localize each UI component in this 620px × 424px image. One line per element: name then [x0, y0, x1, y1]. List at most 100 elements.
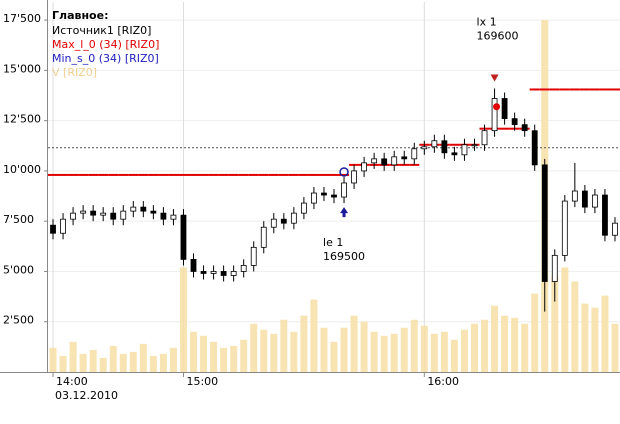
candle-body	[441, 140, 448, 154]
volume-bar	[430, 333, 438, 372]
candle-body	[491, 98, 498, 132]
candle-body	[270, 218, 277, 228]
volume-bar	[149, 355, 157, 372]
volume-bar	[531, 293, 539, 372]
volume-bar	[511, 317, 519, 372]
x-tick-label: 16:00	[427, 375, 459, 388]
candle-body	[511, 118, 518, 126]
volume-bar	[320, 327, 328, 372]
candle-body	[461, 144, 468, 156]
volume-bar	[370, 331, 378, 372]
candle-body	[541, 164, 548, 282]
candle-body	[471, 144, 478, 147]
candle-body	[170, 214, 177, 220]
volume-bar	[240, 339, 248, 372]
candle-body	[501, 98, 508, 120]
candle-body	[180, 214, 187, 260]
volume-bar	[230, 345, 238, 372]
volume-bar	[210, 341, 218, 372]
candle-body	[551, 254, 558, 282]
legend-entry: Min_s_0 (34) [RIZ0]	[52, 52, 159, 65]
candle-body	[110, 212, 117, 220]
candle-body	[50, 224, 56, 234]
volume-bar	[360, 321, 368, 372]
volume-bar	[89, 349, 97, 372]
volume-bar	[69, 341, 77, 372]
candle-body	[411, 148, 418, 160]
volume-bar	[270, 333, 278, 372]
candle-body	[140, 206, 147, 212]
candle-body	[581, 190, 588, 208]
volume-bar	[200, 335, 208, 372]
volume-bar	[450, 339, 458, 372]
candle-body	[421, 146, 428, 150]
exit-arrow	[490, 74, 499, 82]
candle-body	[210, 271, 217, 274]
y-tick-label: 17'500	[3, 12, 41, 25]
candle-body	[321, 192, 327, 196]
candle-body	[431, 140, 438, 148]
y-tick-label: 5'000	[3, 263, 34, 276]
volume-bar	[400, 327, 408, 372]
legend-entry: Max_l_0 (34) [RIZ0]	[52, 38, 159, 51]
volume-bar	[179, 267, 187, 372]
candle-body	[150, 210, 157, 214]
volume-bar	[330, 341, 338, 372]
candle-body	[220, 271, 227, 276]
candle-body	[60, 218, 66, 234]
volume-bar	[189, 331, 198, 372]
exit-marker	[493, 103, 501, 111]
volume-bar	[410, 319, 418, 372]
candle-body	[200, 271, 207, 274]
volume-bar	[420, 325, 428, 372]
y-tick-label: 10'000	[3, 163, 41, 176]
time-axis-panel	[0, 373, 620, 420]
candle-body	[521, 124, 528, 132]
volume-bar	[79, 353, 87, 372]
candle-body	[120, 210, 127, 220]
y-tick-label: 12'500	[3, 113, 41, 126]
volume-bar	[49, 347, 57, 372]
y-tick-label: 2'500	[3, 314, 34, 327]
entry-marker	[339, 167, 349, 177]
volume-bar	[220, 347, 228, 372]
candle-body	[371, 158, 378, 164]
candle-body	[100, 212, 107, 216]
x-tick-label: 15:00	[186, 375, 218, 388]
volume-bar	[109, 345, 117, 372]
volume-bar	[159, 353, 167, 372]
candle-body	[481, 130, 488, 146]
y-tick-label: 15'000	[3, 62, 41, 75]
volume-bar	[561, 267, 569, 372]
candle-body	[260, 226, 267, 248]
candle-body	[70, 212, 76, 220]
volume-bar	[250, 323, 258, 372]
volume-bar	[460, 329, 468, 372]
volume-bar	[260, 329, 268, 372]
volume-bar	[310, 299, 318, 372]
volume-bar	[551, 275, 559, 372]
date-label: 03.12.2010	[55, 389, 118, 402]
candle-body	[612, 222, 618, 236]
legend: Главное: Источник1 [RIZ0]Max_l_0 (34) [RI…	[52, 9, 159, 79]
volume-bar	[119, 353, 127, 372]
volume-bar	[501, 315, 509, 372]
candle-body	[90, 210, 97, 216]
candle-body	[451, 152, 458, 156]
volume-bar	[59, 355, 67, 372]
candle-body	[280, 218, 287, 224]
volume-bar	[470, 323, 479, 372]
candle-body	[602, 194, 608, 236]
candle-body	[160, 212, 167, 220]
volume-bar	[290, 331, 298, 372]
volume-bar	[591, 307, 599, 372]
candle-body	[531, 130, 538, 166]
y-tick-label: 7'500	[3, 213, 34, 226]
entry-arrow	[340, 207, 349, 218]
candle-body	[561, 200, 568, 256]
candle-body	[230, 271, 237, 276]
volume-bar	[350, 315, 358, 372]
candle-body	[331, 194, 337, 198]
candle-body	[401, 156, 408, 160]
